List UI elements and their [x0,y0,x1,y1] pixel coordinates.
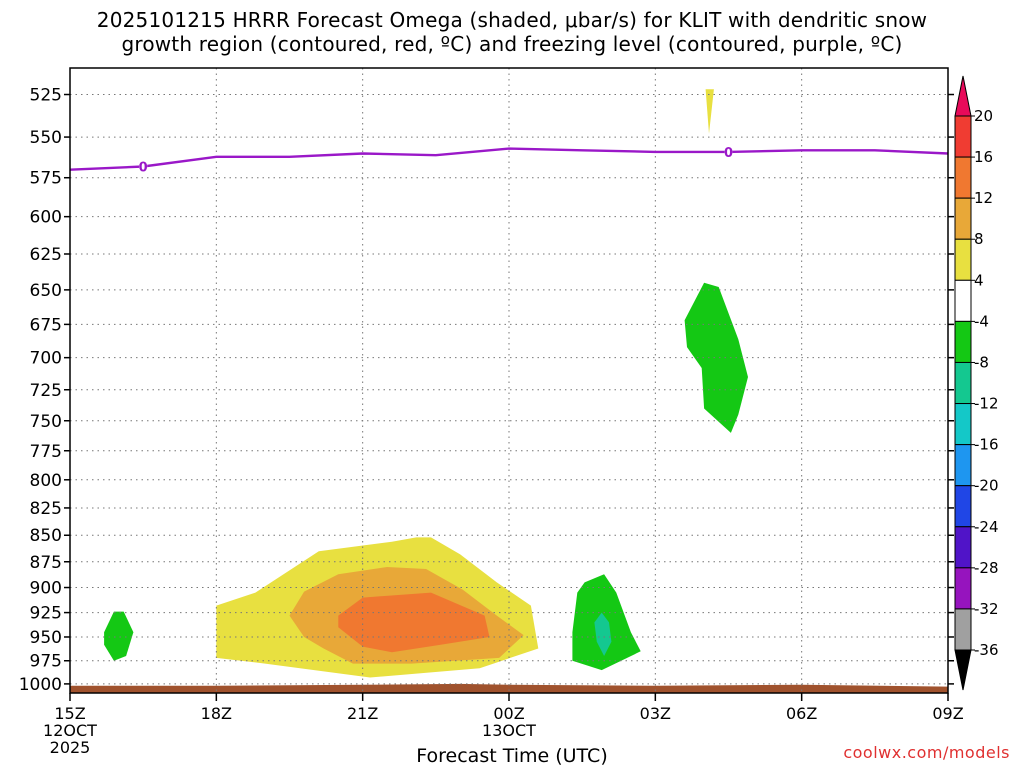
colorbar-bin-4 [954,238,972,281]
colorbar-bin-2 [954,156,972,199]
x-tick-label-12: 03Z [640,704,671,723]
x-tick-sublabel-9: 13OCT [482,721,536,740]
omega-region-7 [684,282,748,433]
colorbar-bin-10 [954,485,972,528]
terrain-fill [70,683,948,693]
colorbar: 20 16 12 8 4 -4 -8 -12 -16 -20 -24 -28 -32 -36 [954,75,999,691]
colorbar-bin-11 [954,526,972,569]
colorbar-label-7: -12 [974,395,999,413]
colorbar-label-3: 8 [974,230,984,248]
title-line-2: growth region (contoured, red, ºC) and f… [121,32,903,56]
y-tick-label-575: 575 [30,169,62,189]
y-tick-label-825: 825 [30,499,62,519]
y-tick-label-950: 950 [30,628,62,648]
omega-region-4 [104,611,134,661]
colorbar-label-2: 12 [974,189,993,207]
y-tick-label-525: 525 [30,86,62,106]
colorbar-bin-6 [954,320,972,363]
colorbar-label-5: -4 [974,312,989,330]
x-tick-label-15: 06Z [786,704,817,723]
colorbar-label-0: 20 [974,107,993,125]
y-tick-label-875: 875 [30,553,62,573]
x-tick-label-9: 00Z [493,704,524,723]
y-tick-label-925: 925 [30,604,62,624]
colorbar-label-9: -20 [974,477,999,495]
y-tick-label-975: 975 [30,652,62,672]
y-tick-label-750: 750 [30,412,62,432]
y-tick-label-850: 850 [30,526,62,546]
colorbar-bin-5 [954,279,972,322]
grid-lines [70,68,948,693]
y-tick-label-675: 675 [30,315,62,335]
y-tick-label-775: 775 [30,442,62,462]
y-tick-label-700: 700 [30,349,62,369]
colorbar-label-8: -16 [974,436,999,454]
freezing-level-layer: 00 [69,144,949,176]
freezing-level-label-1: 0 [724,146,733,161]
y-tick-label-725: 725 [30,381,62,401]
terrain-layer [70,683,948,693]
freezing-label-bg-1 [724,144,733,159]
y-tick-label-625: 625 [30,245,62,265]
freezing-level-label-0: 0 [139,161,148,176]
y-tick-label-800: 800 [30,471,62,491]
y-tick-label-900: 900 [30,579,62,599]
colorbar-label-12: -32 [974,600,999,618]
x-tick-label-18: 09Z [932,704,963,723]
colorbar-bin-12 [954,567,972,610]
colorbar-label-4: 4 [974,271,984,289]
chart-title: 2025101215 HRRR Forecast Omega (shaded, … [0,8,1024,56]
colorbar-bin-9 [954,444,972,487]
colorbar-label-13: -36 [974,641,999,659]
colorbar-label-6: -8 [974,353,989,371]
x-tick-label-0: 15Z [54,704,85,723]
colorbar-bin-13 [954,608,972,651]
x-tick-label-6: 21Z [347,704,378,723]
colorbar-bin-7 [954,361,972,405]
colorbar-label-11: -28 [974,559,999,577]
y-tick-label-1000: 1000 [19,675,62,695]
y-axis-ticks: 525 550 575 600 625 650 675 700 725 750 775 800 825 8… [19,86,954,695]
colorbar-label-1: 16 [974,148,993,166]
x-tick-label-3: 18Z [201,704,232,723]
y-tick-label-650: 650 [30,281,62,301]
colorbar-bin-1 [954,115,972,158]
colorbar-top-arrow [954,75,972,117]
colorbar-label-10: -24 [974,518,999,536]
y-tick-label-600: 600 [30,208,62,228]
x-tick-sublabel2-0: 2025 [50,738,91,757]
colorbar-bin-3 [954,197,972,240]
title-line-1: 2025101215 HRRR Forecast Omega (shaded, … [96,8,928,32]
omega-region-3 [705,89,714,134]
colorbar-bottom-arrow [954,649,972,691]
x-axis-title: Forecast Time (UTC) [416,745,608,767]
freezing-level-line [69,147,949,171]
colorbar-bin-8 [954,403,972,446]
site-credit: coolwx.com/models [843,743,1010,762]
omega-shaded-regions [104,89,748,678]
freezing-label-bg-0 [139,159,148,174]
omega-region-6 [594,612,612,656]
x-tick-sublabel-0: 12OCT [43,721,97,740]
y-tick-label-550: 550 [30,128,62,148]
omega-region-2 [338,592,490,653]
